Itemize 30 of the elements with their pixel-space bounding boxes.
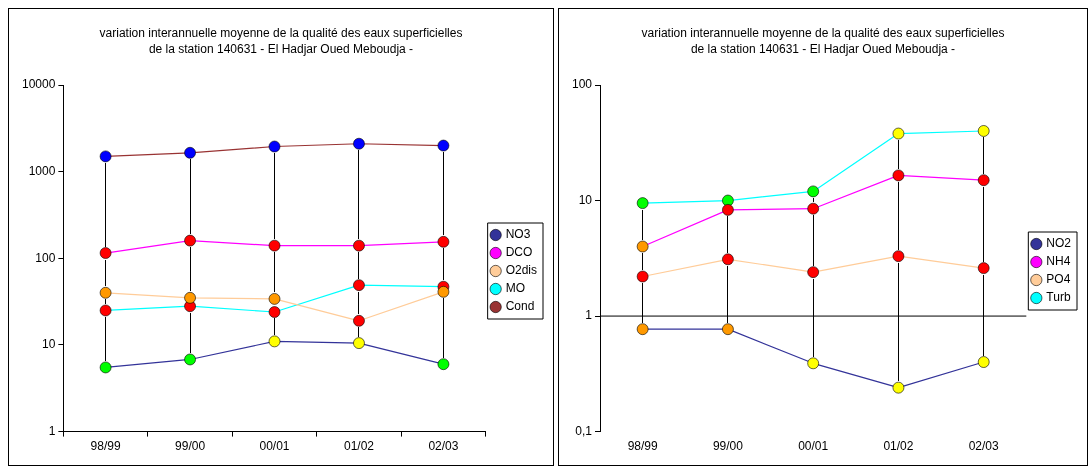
legend-label: MO bbox=[505, 281, 525, 296]
legend-label: NH4 bbox=[1046, 254, 1071, 269]
y-tick-label: 10 bbox=[42, 337, 56, 352]
x-tick-label: 99/00 bbox=[712, 439, 744, 454]
legend-label: NO3 bbox=[505, 227, 531, 242]
legend-label: Turb bbox=[1046, 290, 1071, 305]
y-tick-label: 1 bbox=[585, 308, 593, 323]
legend-label: Cond bbox=[505, 299, 535, 314]
x-tick-label: 98/99 bbox=[90, 439, 121, 454]
x-tick-label: 02/03 bbox=[968, 439, 1000, 454]
x-tick-label: 98/99 bbox=[627, 439, 658, 454]
legend-label: PO4 bbox=[1046, 272, 1071, 287]
y-tick-label: 1 bbox=[48, 423, 56, 438]
y-tick-label: 100 bbox=[571, 77, 593, 92]
x-tick-label: 99/00 bbox=[175, 439, 206, 454]
y-tick-label: 100 bbox=[35, 250, 56, 265]
y-tick-label: 0,1 bbox=[575, 423, 593, 438]
x-tick-label: 00/01 bbox=[259, 439, 290, 454]
legend-label: DCO bbox=[505, 245, 533, 260]
y-tick-label: 10000 bbox=[21, 77, 56, 92]
legend-label: O2dis bbox=[505, 263, 538, 278]
x-tick-label: 02/03 bbox=[428, 439, 459, 454]
x-tick-label: 01/02 bbox=[343, 439, 375, 454]
chart-title: variation interannuelle moyenne de la qualité des eaux superficielles de la station 140631 - El Hadjar Oued Meboudja - bbox=[98, 25, 464, 58]
y-tick-label: 1000 bbox=[28, 163, 56, 178]
legend-label: NO2 bbox=[1046, 236, 1072, 251]
chart-title: variation interannuelle moyenne de la qualité des eaux superficielles de la station 140631 - El Hadjar Oued Meboudja - bbox=[640, 25, 1006, 58]
x-tick-label: 00/01 bbox=[798, 439, 829, 454]
x-tick-label: 01/02 bbox=[883, 439, 914, 454]
y-tick-label: 10 bbox=[578, 192, 593, 207]
